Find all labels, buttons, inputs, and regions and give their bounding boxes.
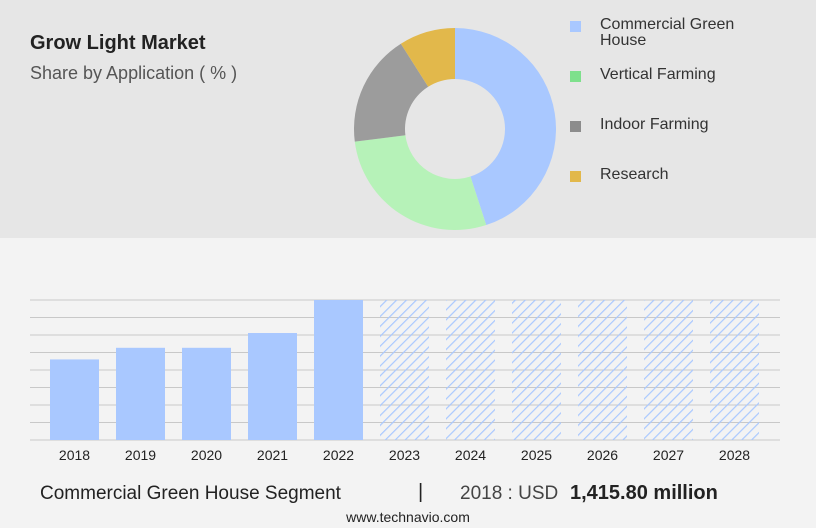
x-tick-label: 2025 [521, 447, 552, 463]
footer-separator: | [418, 481, 424, 503]
x-tick-label: 2028 [719, 447, 750, 463]
legend-label: Indoor Farming [600, 116, 709, 133]
forecast-bar-2026 [578, 300, 627, 440]
legend-swatch [570, 21, 581, 32]
legend-swatch [570, 121, 581, 132]
x-tick-label: 2027 [653, 447, 684, 463]
bar-2018 [50, 359, 99, 440]
donut-slice-2 [354, 135, 487, 230]
x-tick-label: 2018 [59, 447, 90, 463]
legend-swatch [570, 71, 581, 82]
x-tick-label: 2020 [191, 447, 222, 463]
x-tick-label: 2024 [455, 447, 486, 463]
footer-value: 1,415.80 million [570, 482, 718, 504]
bar-2021 [248, 333, 297, 440]
forecast-bar-2023 [380, 300, 429, 440]
donut-slice-4 [400, 28, 455, 87]
x-tick-label: 2022 [323, 447, 354, 463]
x-tick-label: 2023 [389, 447, 420, 463]
legend-label: Commercial Green House [600, 16, 735, 49]
legend-label: Research [600, 166, 669, 183]
legend-swatch [570, 171, 581, 182]
bar-2022 [314, 300, 363, 440]
forecast-bar-2025 [512, 300, 561, 440]
footer-year-label: 2018 : USD [460, 483, 559, 504]
bar-2020 [182, 347, 231, 440]
x-tick-label: 2026 [587, 447, 618, 463]
donut-slice-3 [354, 43, 429, 142]
donut-slice-1 [455, 28, 556, 226]
bar-chart: 2018 2019 2020 2021 2022 2023 2024 2025 2026 2027… [30, 299, 780, 463]
donut-chart [354, 28, 556, 230]
source-link[interactable]: www.technavio.com [346, 509, 470, 525]
donut-legend: Commercial Green House Vertical Farming … [568, 14, 808, 194]
x-tick-label: 2019 [125, 447, 156, 463]
footer-segment-label: Commercial Green House Segment [40, 483, 341, 504]
forecast-bar-2028 [710, 300, 759, 440]
forecast-bar-2027 [644, 300, 693, 440]
chart-title: Grow Light Market [30, 32, 206, 54]
x-tick-label: 2021 [257, 447, 288, 463]
legend-label: Vertical Farming [600, 66, 716, 83]
forecast-bar-2024 [446, 300, 495, 440]
bar-2019 [116, 347, 165, 440]
chart-subtitle: Share by Application ( % ) [30, 63, 238, 83]
